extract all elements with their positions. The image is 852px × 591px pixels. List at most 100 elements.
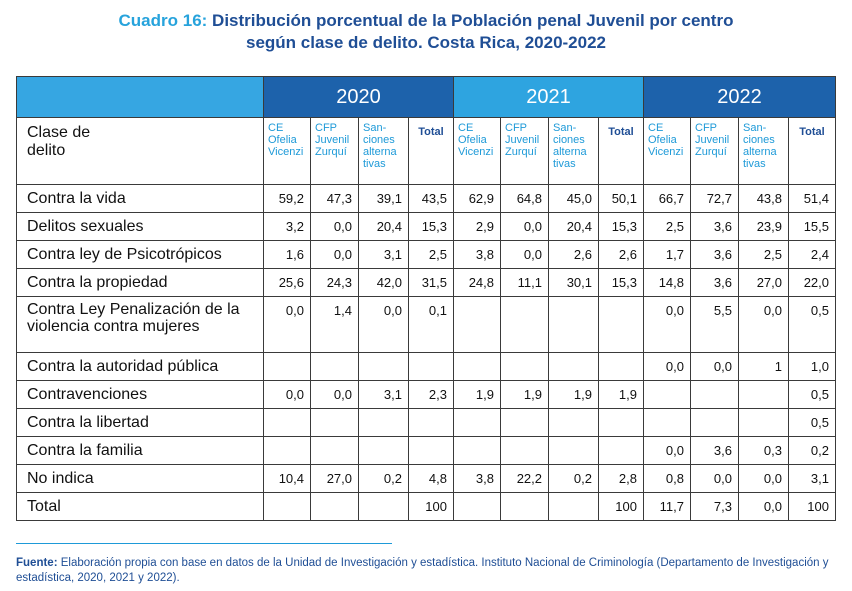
table-cell: 10,4 (263, 464, 311, 493)
table-cell: 22,2 (500, 464, 549, 493)
table-cell: 62,9 (453, 184, 501, 213)
table-cell (263, 492, 311, 521)
table-cell (408, 352, 454, 381)
table-cell: 45,0 (548, 184, 599, 213)
table-row: Total 100 100 11,7 7,3 0,0 100 (16, 492, 836, 521)
table-cell: 2,6 (548, 240, 599, 269)
table-cell (453, 436, 501, 465)
row-label: Contra Ley Penalización de la violencia … (16, 296, 264, 353)
table-cell: 39,1 (358, 184, 409, 213)
table-cell (598, 436, 644, 465)
table-cell: 0,0 (310, 240, 359, 269)
title-line-2: según clase de delito. Costa Rica, 2020-… (246, 33, 606, 52)
table-cell (310, 436, 359, 465)
table-cell (500, 408, 549, 437)
table-title: Cuadro 16: Distribución porcentual de la… (0, 10, 852, 54)
table-cell (310, 408, 359, 437)
table-cell: 0,2 (358, 464, 409, 493)
table-cell: 5,5 (690, 296, 739, 353)
table-cell (690, 408, 739, 437)
row-label: Contra la libertad (16, 408, 264, 437)
table-cell: 11,7 (643, 492, 691, 521)
table-cell: 0,3 (738, 436, 789, 465)
table-cell: 2,3 (408, 380, 454, 409)
table-row: Contra la autoridad pública 0,0 0,0 1 1,0 (16, 352, 836, 381)
subheader-total: Total (788, 117, 836, 185)
table-cell: 0,0 (643, 296, 691, 353)
header-corner (16, 76, 264, 118)
table-cell (548, 352, 599, 381)
table-cell: 3,6 (690, 212, 739, 241)
table-cell: 0,8 (643, 464, 691, 493)
table-cell (263, 408, 311, 437)
table-cell (548, 408, 599, 437)
table-cell (500, 436, 549, 465)
year-header-2020: 2020 (263, 76, 454, 118)
table-cell (738, 408, 789, 437)
table-cell (310, 492, 359, 521)
table-cell: 2,5 (408, 240, 454, 269)
table-cell: 0,0 (738, 492, 789, 521)
table-cell: 31,5 (408, 268, 454, 297)
table-cell: 0,0 (690, 464, 739, 493)
table-row: Contravenciones 0,0 0,0 3,1 2,3 1,9 1,9 1,9 1,9 0… (16, 380, 836, 409)
subheader-center: San-ciones alterna tivas (358, 117, 409, 185)
table-cell: 47,3 (310, 184, 359, 213)
table-cell: 1,6 (263, 240, 311, 269)
row-label: Contra la autoridad pública (16, 352, 264, 381)
subheader-center: CE Ofelia Vicenzi (263, 117, 311, 185)
table-cell (358, 436, 409, 465)
table-cell: 72,7 (690, 184, 739, 213)
row-label: Contravenciones (16, 380, 264, 409)
table-cell: 3,8 (453, 464, 501, 493)
table-cell: 50,1 (598, 184, 644, 213)
table-cell: 0,0 (263, 296, 311, 353)
table-cell: 4,8 (408, 464, 454, 493)
table-cell: 20,4 (548, 212, 599, 241)
table-cell: 0,5 (788, 380, 836, 409)
row-label: Delitos sexuales (16, 212, 264, 241)
table-row: Contra la vida 59,2 47,3 39,1 43,5 62,9 64,8 45… (16, 184, 836, 213)
table-cell: 3,1 (358, 240, 409, 269)
table-cell: 1,9 (500, 380, 549, 409)
table-cell: 1,0 (788, 352, 836, 381)
table-cell (598, 296, 644, 353)
table-cell (598, 408, 644, 437)
table-number: Cuadro 16: (118, 11, 208, 30)
table-cell: 24,8 (453, 268, 501, 297)
table-cell: 25,6 (263, 268, 311, 297)
table-row: Contra ley de Psicotrópicos 1,6 0,0 3,1 2,5 3… (16, 240, 836, 269)
table-cell: 2,5 (643, 212, 691, 241)
table-cell: 0,5 (788, 296, 836, 353)
table-cell: 1 (738, 352, 789, 381)
table-cell (643, 408, 691, 437)
subheader-center: San-ciones alterna tivas (738, 117, 789, 185)
table-cell: 0,0 (500, 240, 549, 269)
table-cell: 1,9 (598, 380, 644, 409)
data-table: 2020 2021 2022 Clase de delito CE Ofelia Vi… (16, 76, 836, 521)
table-cell: 20,4 (358, 212, 409, 241)
table-cell: 1,9 (453, 380, 501, 409)
year-header-2022: 2022 (643, 76, 836, 118)
table-cell: 15,3 (408, 212, 454, 241)
row-label: Contra la propiedad (16, 268, 264, 297)
table-cell: 0,2 (548, 464, 599, 493)
table-cell: 0,2 (788, 436, 836, 465)
table-cell: 0,0 (310, 380, 359, 409)
table-cell: 7,3 (690, 492, 739, 521)
table-cell: 14,8 (643, 268, 691, 297)
row-label: No indica (16, 464, 264, 493)
subheader-center: CE Ofelia Vicenzi (453, 117, 501, 185)
table-cell (598, 352, 644, 381)
source-divider (16, 543, 392, 544)
table-row: Contra la libertad 0,5 (16, 408, 836, 437)
table-cell: 11,1 (500, 268, 549, 297)
table-cell: 59,2 (263, 184, 311, 213)
table-row: Delitos sexuales 3,2 0,0 20,4 15,3 2,9 0,0 20,4… (16, 212, 836, 241)
class-header: Clase de delito (16, 117, 264, 185)
table-cell: 43,5 (408, 184, 454, 213)
table-cell: 1,9 (548, 380, 599, 409)
table-cell: 2,9 (453, 212, 501, 241)
subheader-total: Total (598, 117, 644, 185)
table-cell: 3,6 (690, 436, 739, 465)
